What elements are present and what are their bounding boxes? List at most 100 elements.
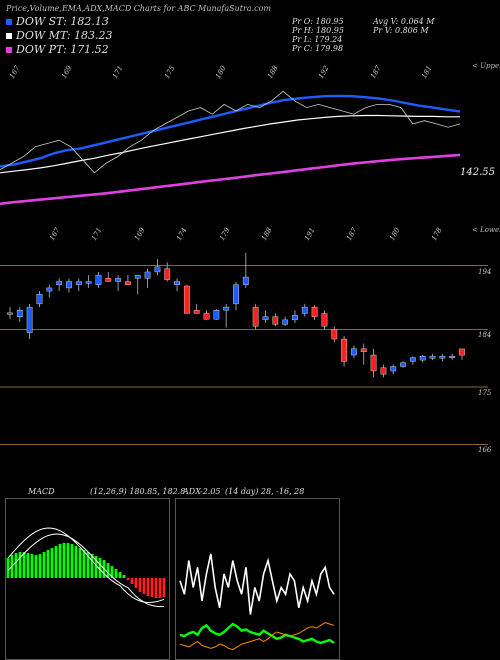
- candle-body: [134, 274, 141, 279]
- macd-histogram-bar: [114, 569, 118, 578]
- candle-body: [125, 281, 131, 285]
- candle-body: [282, 319, 289, 325]
- price-level-label: 194: [478, 267, 492, 276]
- price-level-label: 166: [478, 446, 492, 455]
- candle-body: [233, 284, 239, 305]
- macd-histogram-bar: [110, 566, 114, 578]
- dow-pt-label: DOW PT: 171.52: [16, 43, 109, 56]
- adx-value: -2.05: [200, 487, 221, 496]
- candle-body: [174, 281, 180, 285]
- macd-histogram-bar: [98, 558, 102, 578]
- price-high: Pr H: 180.95: [292, 26, 344, 35]
- candle-body: [409, 357, 416, 362]
- macd-histogram-bar: [130, 578, 134, 584]
- dow-st-swatch: [6, 18, 12, 25]
- macd-histogram-bar: [82, 550, 86, 578]
- candle-body: [56, 281, 63, 285]
- macd-histogram-bar: [146, 578, 150, 596]
- macd-histogram-bar: [62, 543, 66, 578]
- candle-body: [36, 294, 43, 305]
- candle-body: [301, 306, 308, 314]
- candle-body: [203, 313, 210, 320]
- macd-histogram-bar: [86, 552, 90, 578]
- macd-title: MACD: [28, 487, 55, 496]
- macd-histogram-bar: [26, 553, 30, 578]
- ema-line-dow-pt: [0, 153, 461, 206]
- candle-body: [321, 313, 328, 327]
- chart-title: Price,Volume,EMA,ADX,MACD Charts for ABC…: [6, 4, 271, 13]
- macd-histogram-bar: [126, 578, 130, 580]
- candle-body: [75, 281, 82, 285]
- legend-dow-pt: DOW PT: 171.52: [6, 43, 109, 56]
- macd-histogram-bar: [162, 578, 166, 597]
- macd-histogram-bar: [50, 548, 54, 578]
- adx-title: ADX: [183, 487, 201, 496]
- macd-histogram-bar: [18, 552, 22, 578]
- ema-lower-label: < Lower: [472, 226, 500, 234]
- dow-pt-swatch: [6, 46, 12, 53]
- price-close: Pr C: 179.98: [292, 44, 344, 53]
- main-chart: [0, 90, 488, 445]
- macd-histogram-bar: [158, 578, 162, 598]
- price-open: Pr O: 180.95: [292, 17, 344, 26]
- macd-histogram-bar: [150, 578, 154, 597]
- candle-body: [154, 266, 161, 273]
- macd-line: [7, 527, 165, 604]
- candle-body: [439, 356, 446, 359]
- candle-body: [213, 310, 220, 320]
- macd-histogram-bar: [138, 578, 142, 592]
- avg-volume: Avg V: 0.064 M: [373, 17, 435, 26]
- candle-body: [311, 306, 318, 317]
- macd-histogram-bar: [6, 558, 10, 578]
- macd-histogram-bar: [42, 552, 46, 578]
- candle-body: [370, 354, 377, 372]
- candle-body: [390, 366, 397, 372]
- candle-body: [242, 276, 249, 285]
- adx-line-adx: [179, 553, 335, 615]
- candle-body: [26, 306, 33, 333]
- macd-histogram-bar: [90, 554, 94, 578]
- ema-lines: [0, 90, 461, 206]
- dow-mt-label: DOW MT: 183.23: [16, 29, 113, 42]
- macd-histogram-bar: [30, 554, 34, 578]
- candle-body: [16, 310, 23, 317]
- price-level-label: 175: [478, 388, 492, 397]
- price-gridlines: [0, 265, 488, 445]
- candle-body: [360, 348, 367, 353]
- candle-body: [449, 356, 456, 358]
- candle-body: [144, 271, 151, 279]
- candle-body: [351, 348, 357, 356]
- adx-params: (14 day) 28, -16, 28: [225, 487, 305, 496]
- candle-body: [115, 278, 121, 282]
- candle-body: [341, 338, 347, 362]
- candle-body: [331, 329, 338, 340]
- ema-price-label: 142.55: [460, 167, 495, 178]
- candle-body: [105, 278, 112, 282]
- candle-body: [164, 268, 171, 280]
- legend-dow-mt: DOW MT: 183.23: [6, 29, 113, 42]
- macd-histogram-bar: [134, 578, 138, 588]
- legend-dow-st: DOW ST: 182.13: [6, 15, 109, 28]
- candle-body: [400, 362, 406, 367]
- macd-histogram-bar: [118, 572, 122, 578]
- macd-histogram-bar: [38, 554, 42, 578]
- ema-line-dow-mt: [0, 114, 460, 174]
- macd-histogram-bar: [122, 575, 126, 578]
- candle-body: [459, 348, 465, 356]
- candle-body: [252, 306, 259, 327]
- macd-histogram-bar: [78, 548, 82, 578]
- candle-body: [66, 281, 72, 289]
- ema-upper-label: < Upper: [472, 62, 500, 70]
- macd-histogram-bar: [46, 550, 50, 578]
- adx-line-plusminus-di: [179, 622, 335, 645]
- candle-body: [193, 310, 200, 314]
- macd-histogram-bar: [94, 556, 98, 578]
- macd-histogram-bar: [66, 543, 70, 578]
- macd-histogram-bar: [54, 546, 58, 578]
- price-level-label: 184: [478, 331, 492, 340]
- macd-signal-line: [7, 533, 165, 608]
- candle-body: [183, 285, 190, 314]
- macd-histogram-bar: [74, 546, 78, 578]
